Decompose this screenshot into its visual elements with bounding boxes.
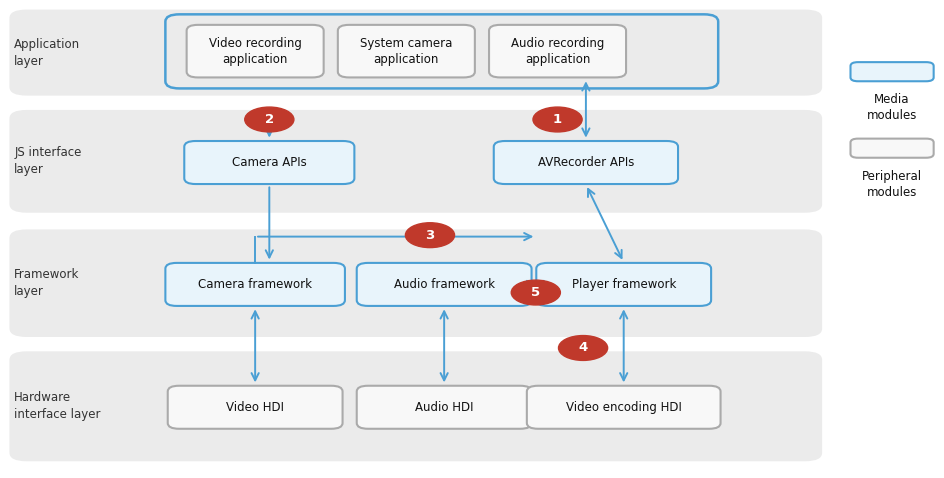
- Text: Audio framework: Audio framework: [394, 278, 494, 291]
- FancyBboxPatch shape: [489, 25, 625, 77]
- Text: Media
modules: Media modules: [866, 93, 917, 122]
- Text: 4: 4: [578, 341, 587, 355]
- Circle shape: [405, 223, 454, 248]
- FancyBboxPatch shape: [165, 263, 345, 306]
- Text: Audio HDI: Audio HDI: [414, 401, 473, 414]
- Text: Framework
layer: Framework layer: [14, 268, 79, 298]
- Text: Audio recording
application: Audio recording application: [511, 37, 603, 65]
- FancyBboxPatch shape: [184, 141, 354, 184]
- Text: Video encoding HDI: Video encoding HDI: [565, 401, 681, 414]
- FancyBboxPatch shape: [850, 62, 933, 81]
- Text: AVRecorder APIs: AVRecorder APIs: [537, 156, 633, 169]
- FancyBboxPatch shape: [337, 25, 474, 77]
- Text: Peripheral
modules: Peripheral modules: [861, 170, 921, 199]
- Text: Video HDI: Video HDI: [226, 401, 284, 414]
- Text: Hardware
interface layer: Hardware interface layer: [14, 391, 101, 421]
- FancyBboxPatch shape: [527, 386, 720, 429]
- FancyBboxPatch shape: [493, 141, 677, 184]
- Text: Application
layer: Application layer: [14, 38, 80, 67]
- FancyBboxPatch shape: [9, 10, 821, 96]
- Text: System camera
application: System camera application: [360, 37, 452, 65]
- Text: Player framework: Player framework: [571, 278, 675, 291]
- Text: Camera APIs: Camera APIs: [231, 156, 307, 169]
- Text: Camera framework: Camera framework: [198, 278, 312, 291]
- Text: 3: 3: [425, 228, 434, 242]
- FancyBboxPatch shape: [356, 386, 531, 429]
- Text: Video recording
application: Video recording application: [209, 37, 301, 65]
- Text: JS interface
layer: JS interface layer: [14, 146, 81, 176]
- FancyBboxPatch shape: [535, 263, 711, 306]
- Circle shape: [511, 280, 560, 305]
- FancyBboxPatch shape: [356, 263, 531, 306]
- Text: 1: 1: [552, 113, 562, 126]
- FancyBboxPatch shape: [9, 351, 821, 461]
- Text: 5: 5: [531, 286, 540, 299]
- FancyBboxPatch shape: [850, 139, 933, 158]
- FancyBboxPatch shape: [187, 25, 323, 77]
- FancyBboxPatch shape: [168, 386, 343, 429]
- FancyBboxPatch shape: [9, 110, 821, 213]
- FancyBboxPatch shape: [9, 229, 821, 337]
- Text: 2: 2: [264, 113, 274, 126]
- Circle shape: [244, 107, 294, 132]
- Circle shape: [532, 107, 582, 132]
- Circle shape: [558, 336, 607, 360]
